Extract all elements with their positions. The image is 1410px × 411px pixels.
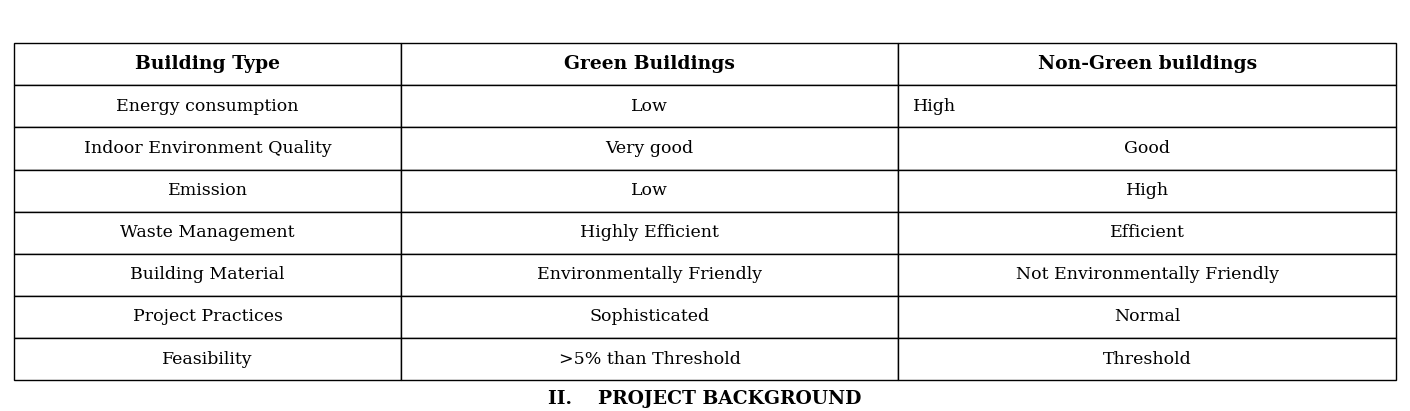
Bar	[898, 85, 1396, 127]
Bar	[400, 43, 898, 85]
Bar	[400, 127, 898, 170]
Bar	[898, 254, 1396, 296]
Text: Low: Low	[632, 182, 668, 199]
Text: Energy consumption: Energy consumption	[116, 98, 299, 115]
Text: Emission: Emission	[168, 182, 248, 199]
Bar	[400, 296, 898, 338]
Bar	[898, 127, 1396, 170]
Bar	[14, 296, 400, 338]
Text: Threshold: Threshold	[1103, 351, 1191, 367]
Text: Non-Green buildings: Non-Green buildings	[1038, 55, 1256, 73]
Bar	[400, 212, 898, 254]
Text: Indoor Environment Quality: Indoor Environment Quality	[83, 140, 331, 157]
Bar	[898, 43, 1396, 85]
Text: Feasibility: Feasibility	[162, 351, 252, 367]
Bar	[898, 212, 1396, 254]
Bar	[14, 254, 400, 296]
Bar	[400, 254, 898, 296]
Bar	[14, 43, 400, 85]
Text: Highly Efficient: Highly Efficient	[581, 224, 719, 241]
Text: Green Buildings: Green Buildings	[564, 55, 735, 73]
Bar	[14, 85, 400, 127]
Text: High: High	[1125, 182, 1169, 199]
Text: Normal: Normal	[1114, 309, 1180, 326]
Bar	[400, 338, 898, 380]
Bar	[14, 127, 400, 170]
Bar	[14, 212, 400, 254]
Text: Building Type: Building Type	[135, 55, 281, 73]
Bar	[898, 170, 1396, 212]
Bar	[898, 296, 1396, 338]
Text: >5% than Threshold: >5% than Threshold	[558, 351, 740, 367]
Text: High: High	[912, 98, 956, 115]
Text: Building Material: Building Material	[130, 266, 285, 283]
Bar	[400, 170, 898, 212]
Text: Not Environmentally Friendly: Not Environmentally Friendly	[1015, 266, 1279, 283]
Bar	[400, 85, 898, 127]
Text: Sophisticated: Sophisticated	[589, 309, 709, 326]
Text: Very good: Very good	[606, 140, 694, 157]
Bar	[898, 338, 1396, 380]
Text: Efficient: Efficient	[1110, 224, 1184, 241]
Text: Project Practices: Project Practices	[133, 309, 282, 326]
Text: Waste Management: Waste Management	[120, 224, 295, 241]
Bar	[14, 338, 400, 380]
Bar	[14, 170, 400, 212]
Text: Low: Low	[632, 98, 668, 115]
Text: II.    PROJECT BACKGROUND: II. PROJECT BACKGROUND	[548, 390, 862, 408]
Text: Good: Good	[1124, 140, 1170, 157]
Text: Environmentally Friendly: Environmentally Friendly	[537, 266, 763, 283]
